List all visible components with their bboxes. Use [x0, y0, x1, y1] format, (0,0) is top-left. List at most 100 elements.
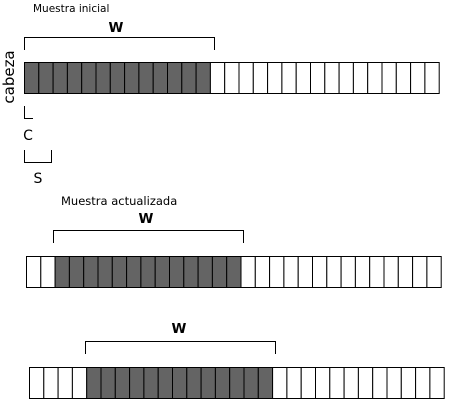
window-cell	[81, 62, 97, 94]
sample-cell	[300, 367, 317, 399]
sample-cell	[238, 62, 254, 94]
sample-cell	[26, 256, 42, 288]
initial-window-label: W	[109, 20, 124, 36]
window-cell	[54, 256, 70, 288]
sample-cell	[71, 367, 88, 399]
updated-window-label: W	[139, 211, 154, 227]
window-cell	[66, 62, 83, 94]
window-cell	[86, 367, 102, 399]
window-cell	[257, 367, 274, 399]
sample-cell	[315, 367, 331, 399]
window-cell	[100, 367, 116, 399]
sample-cell	[412, 256, 428, 288]
sample-cell	[429, 367, 445, 399]
sample-cell	[252, 62, 269, 94]
sample-cell	[343, 367, 359, 399]
updated-sample-caption: Muestra actualizada	[61, 194, 177, 208]
head-label: cabeza	[0, 50, 18, 103]
window-cell	[111, 256, 128, 288]
window-cell	[126, 256, 142, 288]
s-bracket	[24, 150, 52, 163]
window-cell	[157, 367, 173, 399]
sample-cell	[297, 256, 314, 288]
second-window-label: W	[172, 321, 187, 337]
window-cell	[83, 256, 99, 288]
sample-cell	[240, 256, 256, 288]
window-cell	[124, 62, 140, 94]
window-cell	[243, 367, 259, 399]
window-cell	[109, 62, 126, 94]
sample-cell	[29, 367, 45, 399]
c-bracket	[24, 106, 33, 119]
sample-cell	[209, 62, 226, 94]
sample-cell	[381, 62, 397, 94]
sample-cell	[269, 256, 285, 288]
window-cell	[197, 256, 213, 288]
sample-cell	[57, 367, 73, 399]
sample-cell	[295, 62, 312, 94]
window-cell	[24, 62, 40, 94]
sample-cell	[357, 367, 374, 399]
sample-cell	[386, 367, 402, 399]
sample-cell	[283, 256, 299, 288]
window-cell	[38, 62, 54, 94]
sample-cell	[415, 367, 431, 399]
sample-cell	[400, 367, 417, 399]
window-cell	[138, 62, 154, 94]
updated-cell-strip	[26, 256, 442, 288]
window-cell	[152, 62, 168, 94]
initial-sample-section: Muestra inicial W cabeza C S	[0, 3, 440, 187]
sample-cell	[329, 367, 345, 399]
sample-cell	[410, 62, 426, 94]
sample-cell	[372, 367, 388, 399]
window-cell	[226, 256, 242, 288]
initial-sample-caption: Muestra inicial	[33, 3, 109, 15]
sample-cell	[367, 62, 383, 94]
sample-cell	[354, 256, 371, 288]
window-cell	[52, 62, 68, 94]
window-cell	[214, 367, 231, 399]
sample-cell	[281, 62, 297, 94]
sample-cell	[338, 62, 354, 94]
window-cell	[154, 256, 170, 288]
window-cell	[172, 367, 188, 399]
sample-cell	[383, 256, 399, 288]
c-label: C	[23, 128, 33, 144]
sample-cell	[224, 62, 240, 94]
window-cell	[169, 256, 185, 288]
second-update-section: W	[29, 321, 445, 399]
sample-cell	[424, 62, 440, 94]
window-cell	[129, 367, 145, 399]
sample-cell	[395, 62, 412, 94]
sample-cell	[43, 367, 59, 399]
updated-sample-section: Muestra actualizada W	[26, 194, 442, 288]
sample-cell	[340, 256, 356, 288]
window-cell	[167, 62, 183, 94]
window-cell	[211, 256, 228, 288]
sample-cell	[286, 367, 302, 399]
updated-window-bracket	[53, 230, 244, 243]
window-cell	[114, 367, 131, 399]
window-cell	[200, 367, 216, 399]
second-cell-strip	[29, 367, 445, 399]
sample-cell	[324, 62, 340, 94]
sample-cell	[267, 62, 283, 94]
window-cell	[186, 367, 202, 399]
window-cell	[68, 256, 85, 288]
sample-cell	[369, 256, 385, 288]
window-cell	[97, 256, 113, 288]
window-cell	[140, 256, 156, 288]
sample-cell	[310, 62, 326, 94]
sample-cell	[352, 62, 369, 94]
initial-window-bracket	[24, 37, 215, 50]
sample-cell	[40, 256, 56, 288]
window-cell	[143, 367, 159, 399]
window-cell	[183, 256, 199, 288]
sample-cell	[326, 256, 342, 288]
initial-cell-strip	[24, 62, 440, 94]
window-cell	[195, 62, 211, 94]
window-cell	[181, 62, 197, 94]
sample-cell	[254, 256, 271, 288]
sample-cell	[312, 256, 328, 288]
